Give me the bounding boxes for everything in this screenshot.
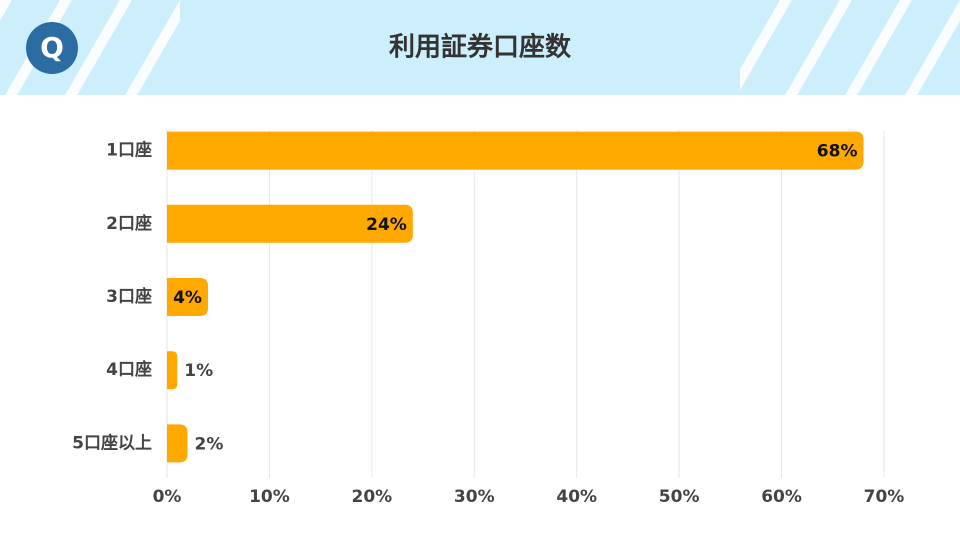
x-tick-label: 70%	[864, 487, 905, 507]
value-label: 68%	[817, 142, 858, 162]
x-tick-label: 30%	[454, 487, 495, 507]
y-tick-label: 2口座	[106, 213, 152, 234]
value-label: 4%	[173, 288, 202, 308]
bar	[167, 424, 188, 463]
x-tick-label: 60%	[761, 487, 802, 507]
value-label: 24%	[366, 215, 407, 235]
x-tick-label: 0%	[153, 487, 182, 507]
y-tick-label: 1口座	[106, 140, 152, 161]
bar	[167, 278, 208, 316]
logo	[26, 22, 78, 74]
value-label: 2%	[194, 434, 223, 454]
x-tick-label: 40%	[556, 487, 597, 507]
chart-title: 利用証券口座数	[389, 32, 572, 63]
y-tick-label: 4口座	[106, 359, 152, 380]
x-tick-label: 10%	[249, 487, 290, 507]
value-label: 1%	[184, 361, 213, 381]
x-tick-label: 50%	[659, 487, 700, 507]
y-tick-label: 5口座以上	[72, 432, 152, 453]
bar	[167, 204, 413, 243]
x-tick-label: 20%	[352, 487, 393, 507]
bar	[167, 131, 864, 170]
bar	[167, 351, 178, 390]
header-stripes	[740, 0, 960, 95]
logo-text: Q	[40, 31, 64, 64]
y-tick-label: 3口座	[106, 286, 152, 307]
